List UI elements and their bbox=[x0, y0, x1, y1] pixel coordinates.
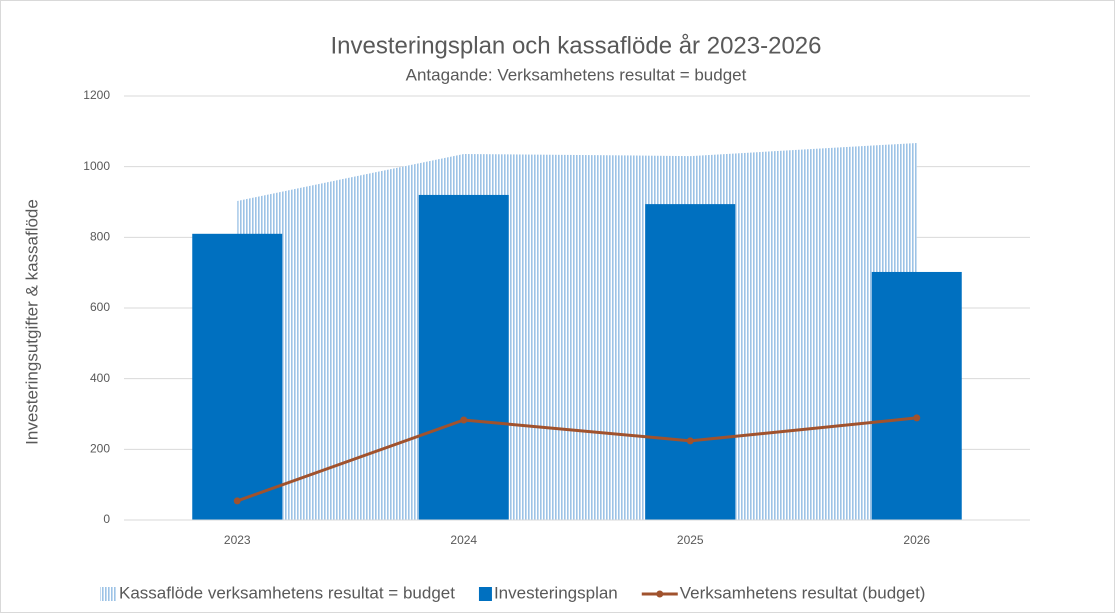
legend-swatch bbox=[478, 587, 492, 601]
y-tick-label: 800 bbox=[90, 230, 110, 244]
legend-label: Kassaflöde verksamhetens resultat = budg… bbox=[119, 583, 455, 602]
line-marker bbox=[460, 416, 468, 424]
chart-title: Investeringsplan och kassaflöde år 2023-… bbox=[331, 32, 822, 59]
y-tick-label: 1000 bbox=[83, 159, 110, 173]
chart-subtitle: Antagande: Verksamhetens resultat = budg… bbox=[406, 65, 747, 84]
x-tick-label: 2024 bbox=[450, 533, 477, 547]
y-tick-label: 200 bbox=[90, 442, 110, 456]
y-axis-label: Investeringsutgifter & kassaflöde bbox=[22, 199, 41, 445]
y-tick-label: 1200 bbox=[83, 88, 110, 102]
legend-label: Verksamhetens resultat (budget) bbox=[680, 583, 926, 602]
bar bbox=[418, 194, 509, 520]
legend-label: Investeringsplan bbox=[494, 583, 618, 602]
line bbox=[236, 416, 917, 503]
area bbox=[237, 142, 917, 520]
legend-swatch bbox=[100, 587, 117, 601]
y-tick-label: 400 bbox=[90, 371, 110, 385]
line-marker bbox=[913, 414, 921, 422]
line-marker bbox=[233, 497, 241, 505]
y-tick-label: 0 bbox=[103, 512, 110, 526]
x-tick-label: 2023 bbox=[224, 533, 251, 547]
y-tick-label: 600 bbox=[90, 300, 110, 314]
bar bbox=[192, 233, 283, 521]
bar bbox=[871, 271, 962, 520]
x-tick-label: 2026 bbox=[903, 533, 930, 547]
x-tick-label: 2025 bbox=[677, 533, 704, 547]
legend-swatch bbox=[656, 590, 664, 598]
line-marker bbox=[686, 437, 694, 445]
bar bbox=[645, 204, 736, 520]
